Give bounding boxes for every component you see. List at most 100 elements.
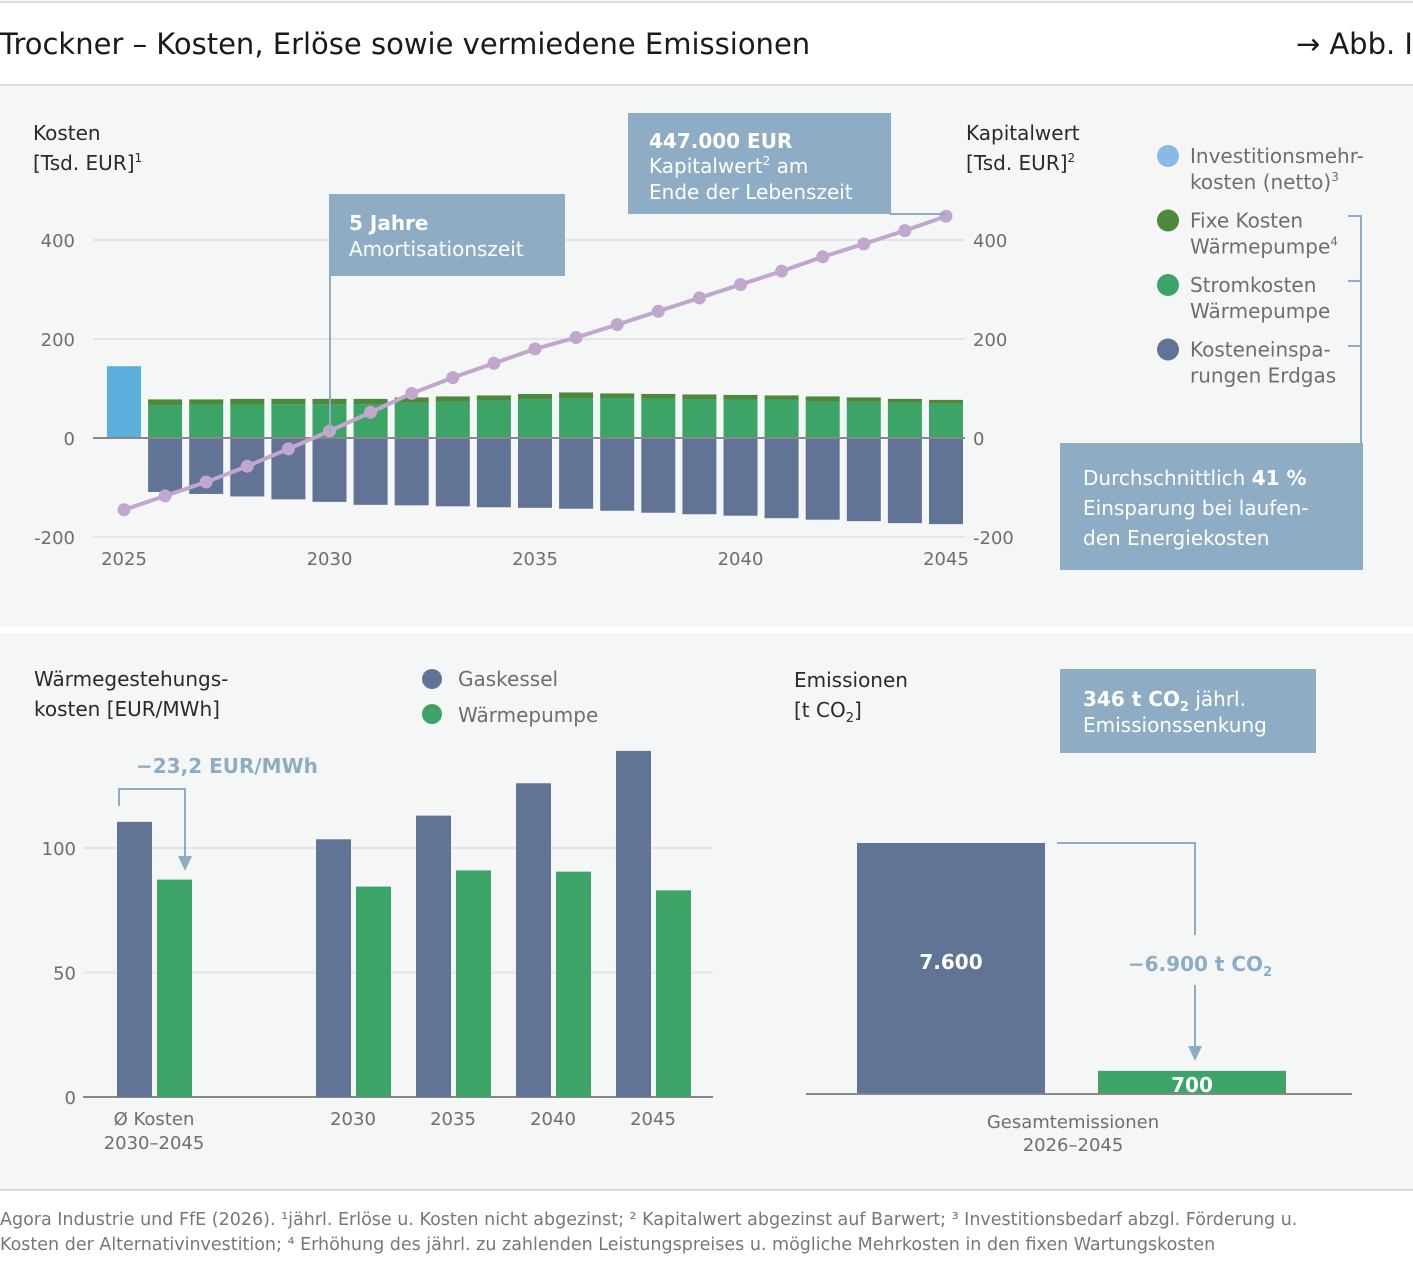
legend-label: Fixe Kosten [1190,209,1303,233]
kapitalwert-point [569,331,583,345]
bar-stromkosten [723,399,758,438]
legend-bracket [1348,215,1362,443]
bar-waermepumpe [656,890,691,1097]
bar-stromkosten [846,401,881,438]
x-tick-label: 2030 [307,549,353,570]
legend-label: Kosteneinspa- [1190,338,1331,362]
kapitalwert-point [199,475,213,489]
bar-kosteneinsparungen [312,438,347,502]
bar-kosteneinsparungen [353,438,388,505]
bar-gaskessel [117,821,152,1097]
npv-line3: Ende der Lebenszeit [649,180,853,204]
kapitalwert-point [857,237,871,251]
savings-line3: den Energiekosten [1083,526,1269,550]
bar-kosteneinsparungen [148,438,183,492]
lcoh-axis-title: Wärmegestehungs- [34,667,228,691]
bar-fixe-kosten [148,399,183,406]
kapitalwert-point [528,342,542,356]
payback-label: Amortisationszeit [349,237,524,261]
bar-stromkosten [559,398,594,438]
payback-annotation [329,194,565,276]
bar-fixe-kosten [805,396,840,402]
legend-label: Wärmepumpe [1190,299,1330,323]
figure-ref: → Abb. I [1296,27,1413,61]
bar-kosteneinsparungen [435,438,470,507]
bar-fixe-kosten [189,399,224,405]
x-tick-label: 2035 [430,1109,476,1130]
left-tick-label: 0 [64,429,75,450]
bar-waermepumpe [356,886,391,1097]
payback-years: 5 Jahre [349,211,428,235]
right-axis-title: Kapitalwert [966,121,1080,145]
bar-waermepumpe [556,871,591,1097]
legend-swatch [1157,338,1179,361]
legend-gaskessel-swatch [422,669,442,689]
legend-footnote-mark: 3 [1331,170,1339,184]
legend-label: Stromkosten [1190,273,1316,297]
lcoh-diff-label: −23,2 EUR/MWh [136,754,318,778]
legend-label-line2: rungen Erdgas [1190,364,1336,388]
bar-fixe-kosten [723,394,758,400]
legend-label-line2: Wärmepumpe [1190,299,1330,323]
right-axis-unit: [Tsd. EUR]2 [966,151,1075,175]
bar-fixe-kosten [764,395,799,400]
left-tick-label: 400 [41,231,75,252]
npv-value: 447.000 EUR [649,129,792,153]
emissions-annotation [1060,669,1316,753]
bar-fixe-kosten [271,398,306,405]
arrow-down-icon [178,856,192,871]
x-tick-label: 2040 [530,1109,576,1130]
bar-kosteneinsparungen [600,438,635,511]
right-tick-label: 400 [973,231,1007,252]
right-tick-label: 200 [973,330,1007,351]
emissions-box-line1: 346 t CO2 jährl. [1083,687,1246,715]
kapitalwert-point [446,371,460,385]
page-title: Trockner – Kosten, Erlöse sowie vermiede… [0,27,810,61]
left-axis-unit: [Tsd. EUR]1 [33,151,142,175]
bar-stromkosten [230,404,265,438]
bar-stromkosten [271,404,306,438]
bar-fixe-kosten [476,395,511,401]
kapitalwert-point [734,278,747,292]
savings-line1: Durchschnittlich 41 % [1083,466,1307,490]
bar-kosteneinsparungen [559,438,594,509]
bar-stromkosten [682,399,717,438]
kapitalwert-point [281,442,295,456]
bar-kosteneinsparungen [887,438,922,524]
savings-line2: Einsparung bei laufen- [1083,496,1309,520]
kapitalwert-point [117,503,131,517]
x-tick-label: 2040 [718,549,764,570]
bar-stromkosten [887,402,922,438]
x-tick-label: 2030 [330,1109,376,1130]
npv-line2: Kapitalwert2 am [649,154,808,178]
bar-stromkosten [435,401,470,438]
bar-stromkosten [148,405,183,438]
kapitalwert-point [364,405,378,419]
footnote-line-1: Agora Industrie und FfE (2026). ¹jährl. … [0,1210,1298,1230]
bar-fixe-kosten [394,397,429,403]
legend-swatch [1157,209,1179,232]
bar-kosteneinsparungen [929,438,963,525]
bar-stromkosten [189,404,224,438]
arrow-down-icon [1188,1046,1202,1061]
kapitalwert-point [816,250,830,264]
kapitalwert-point [939,209,953,223]
legend-label: kosten (netto)3 [1190,170,1339,194]
legend-gaskessel-label: Gaskessel [458,667,558,691]
x-tick-label: 2035 [512,549,558,570]
bar-fixe-kosten [600,393,635,399]
bar-stromkosten [600,398,635,438]
bar-fixe-kosten [929,399,963,404]
bar-kosteneinsparungen [518,438,552,508]
bar-kosteneinsparungen [476,438,511,508]
bar-fixe-kosten [559,392,594,399]
npv-annotation [628,113,891,214]
emissions-connector [1057,842,1196,935]
bar-stromkosten [764,399,799,438]
bar-fixe-kosten [641,393,676,399]
emissions-category-label: Gesamtemissionen [987,1112,1159,1133]
kapitalwert-point [898,224,912,238]
bar-stromkosten [805,401,840,438]
